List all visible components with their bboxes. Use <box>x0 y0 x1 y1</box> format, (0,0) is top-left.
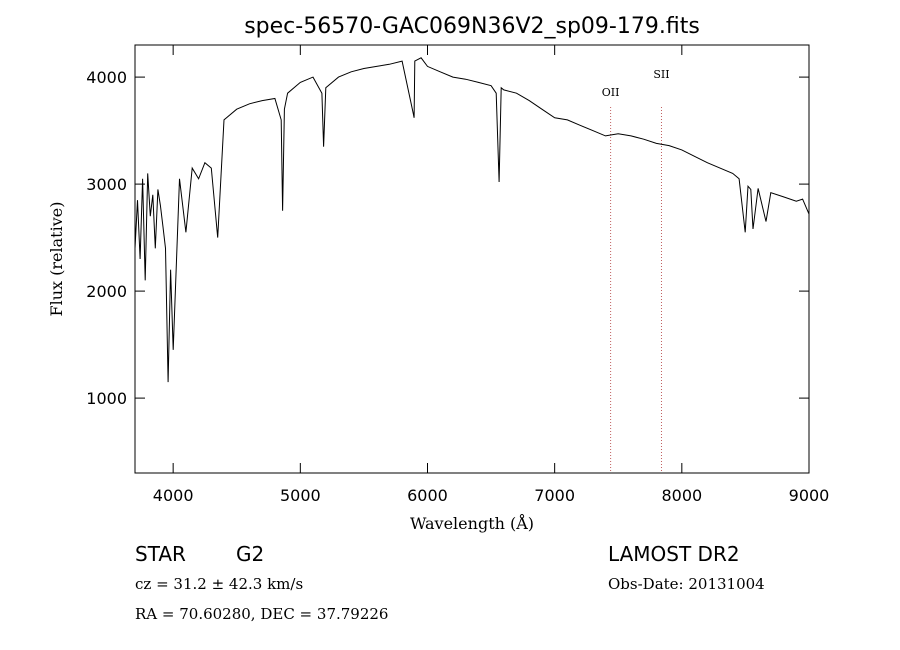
emission-line-markers: OII SII <box>602 68 670 473</box>
spectrum-line <box>134 57 810 383</box>
emission-line-label: OII <box>602 86 620 99</box>
emission-line-label: SII <box>653 68 669 81</box>
axis-ticks: 4000 5000 6000 7000 8000 9000 1000 2000 3000 4000 <box>86 45 829 505</box>
x-tick-label: 4000 <box>153 486 194 505</box>
y-tick-label: 1000 <box>86 389 127 408</box>
y-tick-label: 3000 <box>86 175 127 194</box>
coordinates: RA = 70.60280, DEC = 37.79226 <box>135 605 389 623</box>
redshift-velocity: cz = 31.2 ± 42.3 km/s <box>135 575 304 593</box>
x-tick-label: 7000 <box>534 486 575 505</box>
x-axis-label: Wavelength (Å) <box>410 513 534 533</box>
x-tick-label: 5000 <box>280 486 321 505</box>
object-subclass: G2 <box>236 542 265 566</box>
survey-name: LAMOST DR2 <box>608 542 740 566</box>
y-axis-label: Flux (relative) <box>47 202 66 317</box>
plot-frame <box>134 44 810 474</box>
chart-title: spec-56570-GAC069N36V2_sp09-179.fits <box>244 14 700 39</box>
observation-date: Obs-Date: 20131004 <box>608 575 765 593</box>
x-tick-label: 8000 <box>661 486 702 505</box>
y-tick-label: 4000 <box>86 68 127 87</box>
y-tick-label: 2000 <box>86 282 127 301</box>
x-tick-label: 6000 <box>407 486 448 505</box>
object-class: STAR <box>135 542 186 566</box>
x-tick-label: 9000 <box>789 486 830 505</box>
